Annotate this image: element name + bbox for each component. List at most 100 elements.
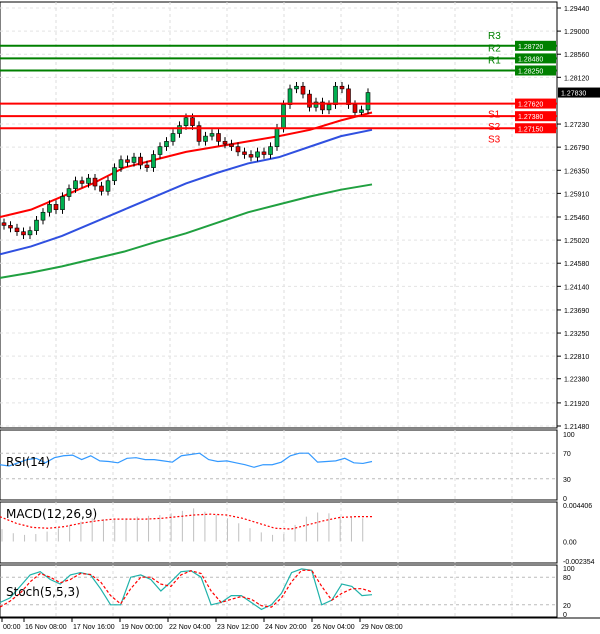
candle bbox=[307, 93, 312, 108]
candle bbox=[21, 231, 26, 236]
y-tick-label: 70 bbox=[563, 451, 571, 458]
candle bbox=[209, 133, 215, 137]
y-tick-label: 1.25020 bbox=[564, 238, 589, 245]
y-tick-label: 1.23690 bbox=[564, 308, 589, 315]
level-price-label: 1.28480 bbox=[518, 56, 543, 63]
y-tick-label: 0.004406 bbox=[563, 503, 592, 510]
candle bbox=[235, 146, 241, 153]
candle bbox=[352, 104, 358, 113]
y-tick-label: -0.002354 bbox=[563, 559, 595, 566]
y-tick-label: 1.29000 bbox=[564, 29, 589, 36]
y-tick-label: 30 bbox=[563, 477, 571, 484]
level-price-tag bbox=[515, 111, 556, 122]
y-tick-label: 1.21480 bbox=[564, 424, 589, 431]
candle bbox=[14, 227, 20, 233]
level-name: R2 bbox=[488, 43, 501, 54]
macd-signal-line bbox=[0, 513, 372, 530]
candle bbox=[144, 164, 150, 168]
candle bbox=[105, 180, 111, 192]
y-tick-label: 0 bbox=[563, 612, 567, 619]
candle bbox=[300, 85, 306, 95]
level-name: R1 bbox=[488, 55, 501, 66]
stoch-signal-line bbox=[0, 569, 373, 608]
candle bbox=[313, 101, 319, 108]
candle bbox=[216, 133, 221, 142]
candle bbox=[190, 117, 195, 126]
candle bbox=[365, 92, 371, 111]
candle bbox=[359, 109, 364, 113]
time-label: 26 Nov 04:00 bbox=[313, 624, 355, 631]
level-name: R3 bbox=[488, 31, 501, 42]
candle bbox=[203, 135, 208, 142]
y-tick-label: 1.22380 bbox=[564, 377, 589, 384]
y-tick-label: 20 bbox=[563, 603, 571, 610]
panel-1 bbox=[0, 429, 558, 501]
macd-title: MACD(12,26,9) bbox=[6, 507, 98, 521]
rsi-title: RSI(14) bbox=[6, 455, 51, 469]
time-label: 29 Nov 08:00 bbox=[361, 624, 403, 631]
candle bbox=[268, 146, 273, 155]
candle bbox=[177, 125, 182, 134]
candle bbox=[8, 225, 13, 229]
candle bbox=[157, 146, 163, 155]
candle bbox=[47, 204, 52, 213]
candle bbox=[151, 154, 156, 168]
candle bbox=[112, 167, 117, 182]
candle bbox=[339, 85, 345, 90]
y-tick-label: 1.25460 bbox=[564, 215, 589, 222]
candle bbox=[170, 133, 176, 142]
level-name: S3 bbox=[488, 134, 501, 145]
y-tick-label: 1.28560 bbox=[564, 52, 589, 59]
candle bbox=[326, 104, 332, 111]
level-price-label: 1.28250 bbox=[518, 68, 543, 75]
y-tick-label: 1.23250 bbox=[564, 331, 589, 338]
candle bbox=[99, 185, 104, 192]
level-name: S1 bbox=[488, 110, 501, 121]
level-price-label: 1.27380 bbox=[518, 114, 543, 121]
panel-2 bbox=[0, 501, 558, 564]
y-tick-label: 1.29440 bbox=[564, 6, 589, 13]
time-label: 24 Nov 20:00 bbox=[265, 624, 307, 631]
moving-average-2 bbox=[0, 183, 373, 279]
candle bbox=[86, 177, 91, 184]
candle bbox=[287, 88, 293, 105]
y-tick-label: 0.00 bbox=[563, 539, 577, 546]
y-tick-label: 100 bbox=[563, 432, 575, 439]
level-price-tag bbox=[515, 123, 556, 134]
stoch-title: Stoch(5,5,3) bbox=[6, 585, 80, 599]
candle bbox=[255, 151, 260, 158]
level-price-tag bbox=[515, 65, 556, 76]
time-label: 23 Nov 12:00 bbox=[217, 624, 259, 631]
level-price-tag bbox=[515, 53, 556, 64]
time-label: 00:00 bbox=[3, 624, 21, 631]
level-price-label: 1.28720 bbox=[518, 44, 543, 51]
y-tick-label: 1.26790 bbox=[564, 145, 589, 152]
time-label: 19 Nov 00:00 bbox=[121, 624, 163, 631]
y-tick-label: 1.21920 bbox=[564, 401, 589, 408]
level-price-tag bbox=[515, 40, 556, 51]
candle bbox=[346, 88, 351, 105]
candle bbox=[261, 151, 267, 155]
candle bbox=[73, 180, 78, 189]
candle bbox=[92, 177, 98, 187]
candle bbox=[320, 101, 325, 111]
level-price-label: 1.27150 bbox=[518, 126, 543, 133]
time-label: 22 Nov 04:00 bbox=[169, 624, 211, 631]
y-tick-label: 1.24140 bbox=[564, 284, 589, 291]
time-label: 17 Nov 16:00 bbox=[73, 624, 115, 631]
candle bbox=[27, 230, 33, 236]
y-tick-label: 0 bbox=[563, 496, 567, 503]
y-tick-label: 1.28120 bbox=[564, 75, 589, 82]
y-tick-label: 1.22810 bbox=[564, 354, 589, 361]
last-price-tag bbox=[558, 87, 600, 98]
candle bbox=[40, 211, 46, 221]
y-tick-label: 1.25910 bbox=[564, 191, 589, 198]
time-label: 16 Nov 08:00 bbox=[25, 624, 67, 631]
candle bbox=[1, 222, 7, 226]
candle bbox=[242, 151, 247, 155]
moving-average-1 bbox=[0, 128, 373, 256]
panel-0 bbox=[0, 1, 558, 429]
candle bbox=[164, 141, 169, 147]
